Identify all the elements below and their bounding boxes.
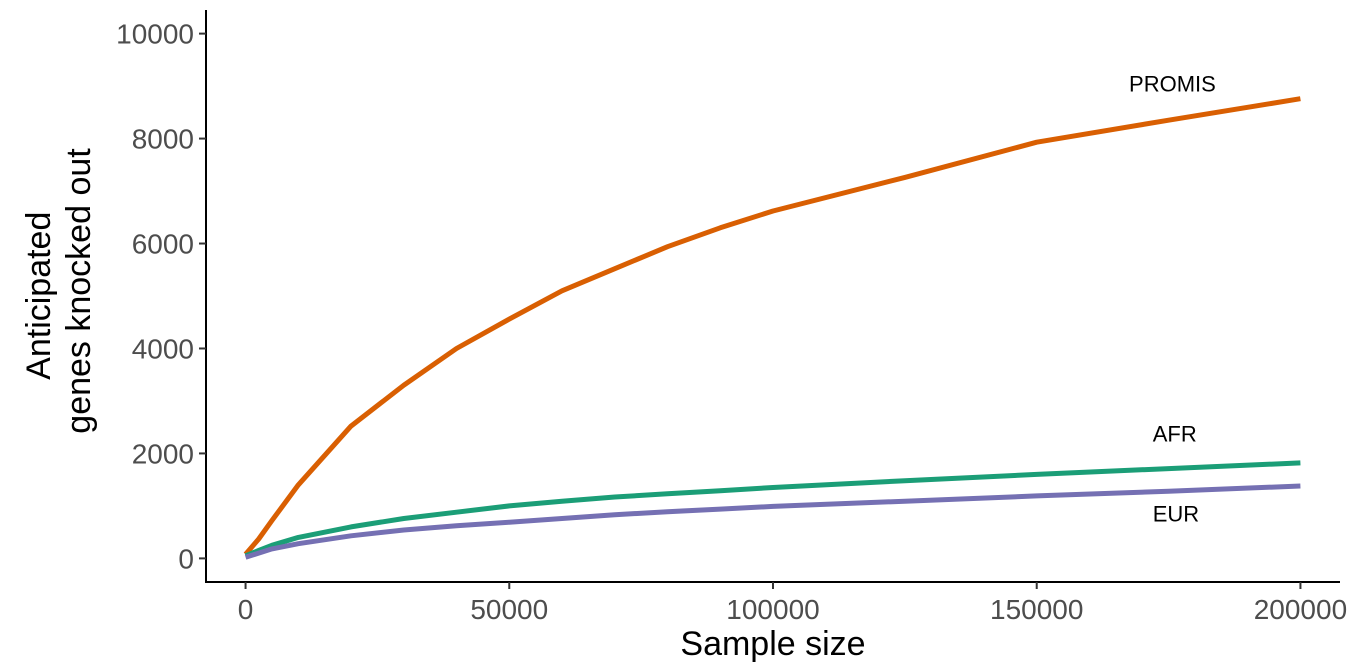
x-axis-title: Sample size xyxy=(680,625,865,663)
y-tick-label: 2000 xyxy=(132,438,194,469)
y-tick-label: 8000 xyxy=(132,124,194,155)
series-label-afr: AFR xyxy=(1153,421,1197,446)
y-axis-title-line-2: genes knocked out xyxy=(60,148,98,434)
x-tick-label: 100000 xyxy=(726,594,819,625)
x-axis-ticks: 0 50000 100000 150000 200000 xyxy=(238,582,1347,625)
series-label-eur: EUR xyxy=(1153,502,1199,527)
axes: 0 2000 4000 6000 8000 10000 0 50000 100000 15000… xyxy=(116,10,1347,625)
y-tick-label: 4000 xyxy=(132,333,194,364)
series-line-promis xyxy=(243,96,1301,556)
series-labels: PROMIS AFR EUR xyxy=(1129,71,1216,526)
y-tick-label: 6000 xyxy=(132,229,194,260)
series-label-promis: PROMIS xyxy=(1129,71,1216,96)
y-axis-ticks: 0 2000 4000 6000 8000 10000 xyxy=(116,19,206,574)
y-tick-label: 0 xyxy=(178,543,194,574)
y-axis-title: Anticipated genes knocked out xyxy=(20,148,98,434)
x-tick-label: 50000 xyxy=(470,594,548,625)
x-tick-label: 150000 xyxy=(990,594,1083,625)
x-tick-label: 0 xyxy=(238,594,254,625)
series-line-afr xyxy=(244,460,1301,559)
series-line-eur xyxy=(244,483,1301,560)
y-axis-title-line-1: Anticipated xyxy=(20,212,58,380)
x-tick-label: 200000 xyxy=(1254,594,1347,625)
series-lines xyxy=(243,96,1301,560)
y-tick-label: 10000 xyxy=(116,19,194,50)
